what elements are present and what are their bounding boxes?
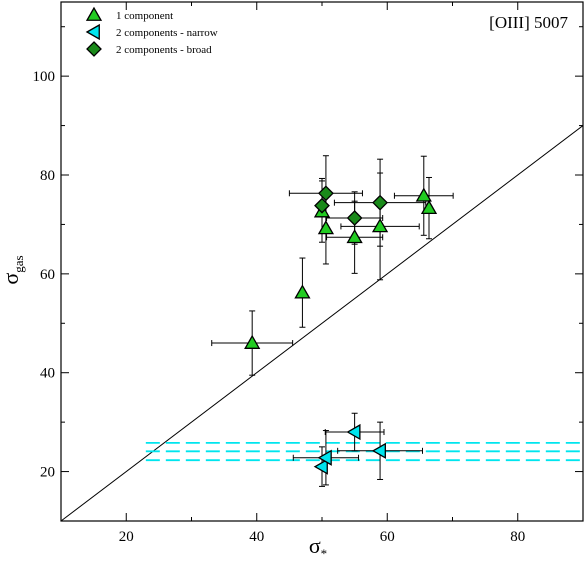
y-tick-label: 40 [40, 366, 55, 382]
data-points-group [244, 185, 438, 475]
legend-label: 2 components - broad [116, 44, 212, 56]
data-point-triangle-up [317, 220, 335, 235]
one-to-one-line [60, 125, 584, 522]
error-bars-group [211, 155, 454, 487]
data-point-triangle-up [294, 284, 311, 299]
legend: 1 component 2 components - narrow 2 compon… [85, 6, 218, 57]
x-tick-label: 60 [380, 529, 395, 545]
x-tick-label: 40 [249, 529, 264, 545]
axis-ticks-group: 20 40 60 80 20 40 60 80 100 [33, 2, 584, 545]
narrow-width-band-group [145, 442, 583, 462]
x-tick-label: 20 [119, 529, 134, 545]
data-point-triangle-left [346, 423, 361, 441]
y-tick-label: 20 [40, 465, 55, 481]
data-point-triangle-left [371, 442, 386, 459]
legend-label: 1 component [116, 10, 173, 22]
legend-marker-triangle-left [85, 23, 100, 41]
data-point-triangle-up [415, 187, 432, 202]
y-tick-label: 100 [33, 69, 56, 85]
data-point-diamond [317, 185, 334, 202]
plot-border [60, 1, 584, 522]
data-point-triangle-up [346, 228, 363, 244]
chart-annotation: [OIII] 5007 [489, 13, 568, 32]
x-tick-label: 80 [510, 529, 525, 545]
data-point-triangle-up [420, 199, 438, 215]
y-axis-label: σgas [0, 255, 26, 284]
x-axis-label-symbol: σ [309, 533, 321, 558]
y-tick-label: 80 [40, 168, 55, 184]
y-axis-label-symbol: σ [0, 273, 23, 285]
data-point-triangle-left [317, 449, 332, 466]
data-point-triangle-up [244, 334, 261, 349]
reference-line-group [60, 125, 584, 522]
legend-marker-diamond [86, 41, 102, 57]
data-point-triangle-left [313, 458, 328, 475]
legend-label: 2 components - narrow [116, 27, 218, 39]
data-point-diamond [314, 197, 330, 214]
plot-frame [60, 1, 584, 522]
data-point-triangle-up [371, 218, 389, 233]
x-axis-label-subscript: * [321, 546, 328, 561]
data-point-diamond [372, 194, 388, 211]
y-tick-label: 60 [40, 267, 55, 283]
legend-marker-triangle-up [85, 6, 103, 21]
x-axis-label: σ* [309, 533, 327, 561]
data-point-diamond [346, 210, 363, 226]
y-axis-label-subscript: gas [11, 255, 26, 272]
